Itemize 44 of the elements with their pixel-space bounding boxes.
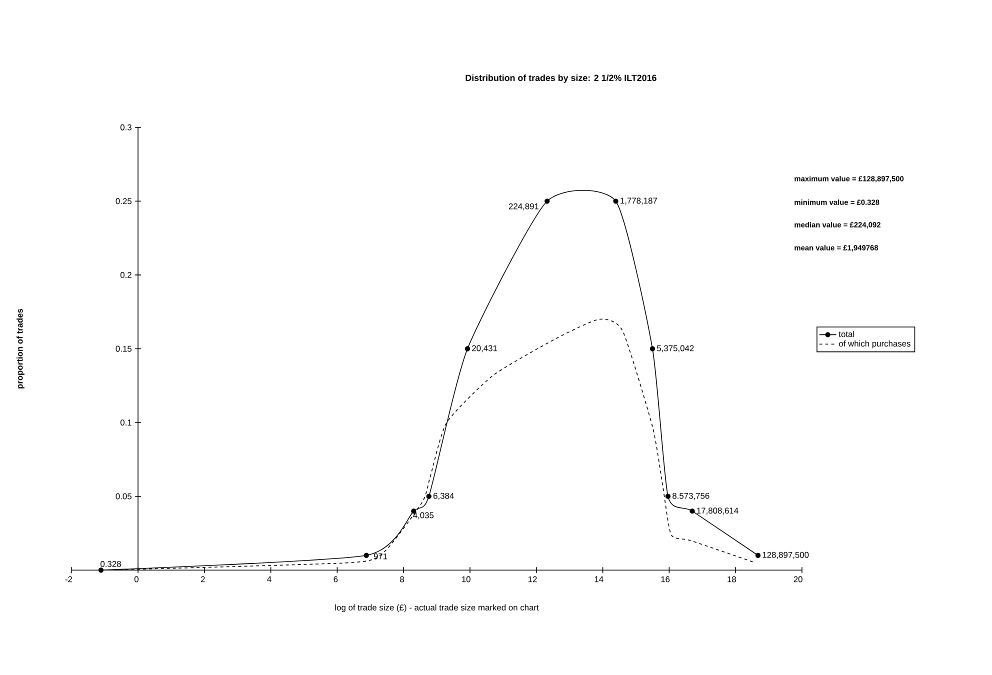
annotation: 5,375,042 [656, 345, 694, 352]
y-tick-label: 0.3 [120, 124, 132, 131]
y-tick-label: 0.1 [120, 420, 132, 426]
annotation: 8.573,756 [672, 493, 710, 500]
point [98, 568, 104, 573]
y-axis-title: proportion of trades [16, 309, 24, 389]
x-tick-label: 10 [462, 576, 470, 582]
point [364, 552, 369, 558]
x-tick-label: 0 [134, 576, 138, 582]
annotation: 128,897,500 [762, 552, 809, 560]
x-tick-label: 6 [334, 576, 338, 582]
x-tick-label: 12 [528, 576, 537, 582]
y-tick-label: 0.05 [116, 494, 132, 500]
annotation: 6,384 [434, 493, 454, 500]
point [690, 508, 695, 514]
x-tick-label: 18 [728, 576, 736, 582]
point [613, 198, 618, 204]
legend-label: of which purchases [839, 340, 910, 348]
x-tick-label: 20 [794, 576, 802, 582]
annotation: 1,778,187 [620, 198, 657, 205]
point [426, 494, 432, 500]
x-tick-label: 2 [200, 576, 205, 582]
annotation: 17,808,614 [697, 508, 738, 515]
x-tick-label: 8 [400, 576, 404, 582]
x-tick-label: 4 [267, 576, 272, 582]
y-tick-label: 0.15 [116, 346, 132, 352]
point [665, 494, 671, 500]
annotation: 224,891 [508, 204, 539, 210]
legend-label: total [838, 331, 854, 338]
y-tick-label: 0.2 [120, 272, 132, 278]
point [544, 198, 550, 204]
annotation: 971 [374, 554, 388, 560]
chart-title: Distribution of trades by size: 2 1/2% ILT2016 [466, 74, 656, 83]
x-tick-label: 16 [661, 576, 670, 582]
point [755, 552, 761, 558]
annotation: 0.328 [100, 561, 121, 568]
point [650, 346, 656, 352]
y-tick-label: 0.25 [116, 198, 132, 204]
annotation: 4,035 [413, 512, 434, 520]
annotation: 20,431 [472, 345, 498, 352]
point [464, 346, 470, 352]
x-tick-label: 14 [594, 576, 604, 582]
x-tick-label: -2 [65, 576, 72, 582]
x-axis-title: log of trade size (£) - actual trade size marked on chart [335, 604, 539, 612]
